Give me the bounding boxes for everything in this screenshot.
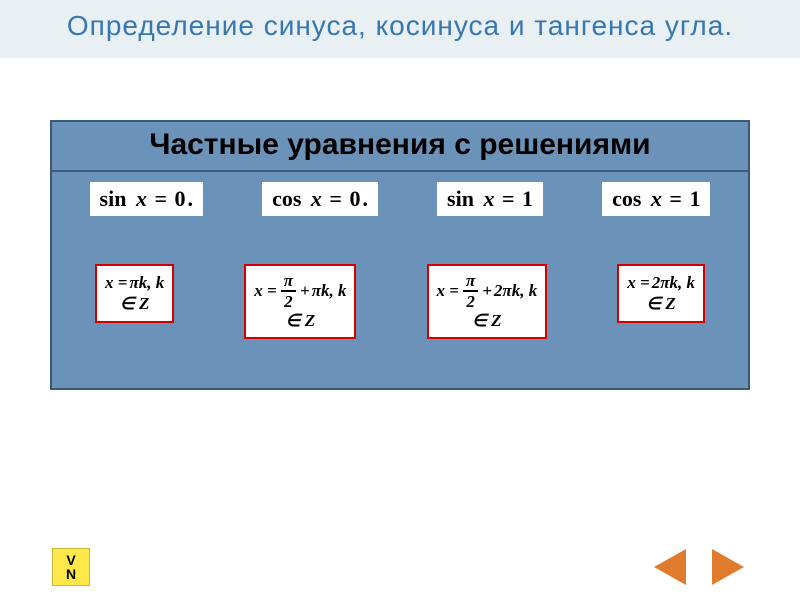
solution-3: x = π 2 + 2πk, k ∈ Z — [427, 264, 548, 339]
solution-2: x = π 2 + πk, k ∈ Z — [244, 264, 356, 339]
nav-controls — [646, 546, 752, 588]
equations-row: sin x = 0 . cos x = 0 . sin x = 1 cos — [52, 172, 748, 226]
equations-panel: Частные уравнения с решениями sin x = 0 … — [50, 120, 750, 390]
arrow-left-icon — [654, 549, 686, 585]
solution-4: x = 2πk, k ∈ Z — [617, 264, 705, 323]
solutions-row: x = πk, k ∈ Z x = π 2 + πk, k ∈ Z — [52, 254, 748, 349]
vn-badge: V N — [52, 548, 90, 586]
slide: Определение синуса, косинуса и тангенса … — [0, 0, 800, 600]
equation-1: sin x = 0 . — [90, 182, 203, 216]
solution-1: x = πk, k ∈ Z — [95, 264, 174, 323]
fraction: π 2 — [281, 272, 296, 310]
next-button[interactable] — [704, 546, 752, 588]
equation-2: cos x = 0 . — [262, 182, 378, 216]
fraction: π 2 — [463, 272, 478, 310]
arrow-right-icon — [712, 549, 744, 585]
panel-heading: Частные уравнения с решениями — [52, 122, 748, 172]
equation-3: sin x = 1 — [437, 182, 543, 216]
page-title: Определение синуса, косинуса и тангенса … — [20, 10, 780, 42]
equation-4: cos x = 1 — [602, 182, 710, 216]
prev-button[interactable] — [646, 546, 694, 588]
title-bar: Определение синуса, косинуса и тангенса … — [0, 0, 800, 58]
